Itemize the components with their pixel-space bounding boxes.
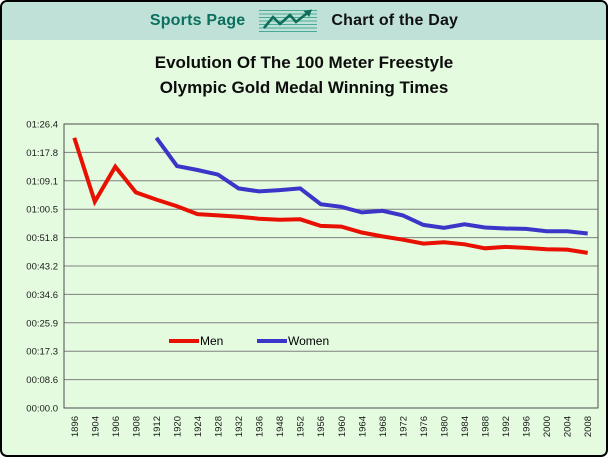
sports-page-label: Sports Page (149, 12, 246, 29)
x-tick-label: 2004 (563, 416, 574, 437)
x-tick-label: 1996 (522, 416, 533, 437)
y-tick-label: 00:34.6 (26, 290, 58, 301)
y-tick-label: 00:43.2 (26, 262, 58, 273)
x-tick-label: 2008 (583, 416, 594, 437)
x-tick-label: 1928 (214, 416, 225, 437)
chart-title: Evolution Of The 100 Meter Freestyle Oly… (2, 50, 606, 100)
x-tick-label: 1932 (234, 416, 245, 437)
x-tick-label: 1908 (131, 416, 142, 437)
chart-title-line-1: Evolution Of The 100 Meter Freestyle (154, 53, 454, 72)
y-tick-label: 01:00.5 (26, 205, 58, 216)
header-bar: Sports Page Chart of the Day (2, 2, 606, 40)
y-tick-label: 00:08.6 (26, 375, 58, 386)
freestyle-times-line-chart: 01:26.4 01:17.8 01:09.1 01:00.5 00:51.8 00:43… (26, 120, 599, 437)
chart-title-line-2: Olympic Gold Medal Winning Times (159, 78, 449, 97)
x-tick-label: 1984 (460, 416, 471, 437)
x-tick-label: 1936 (255, 416, 266, 437)
y-tick-label: 01:17.8 (26, 148, 58, 159)
x-tick-label: 1906 (111, 416, 122, 437)
x-tick-label: 1980 (439, 416, 450, 437)
x-tick-label: 2000 (542, 416, 553, 437)
women-series-line (154, 136, 588, 236)
x-tick-label: 1948 (275, 416, 286, 437)
x-tick-label: 1988 (481, 416, 492, 437)
plot-border (63, 123, 599, 409)
men-series-line (72, 137, 589, 255)
x-tick-label: 1992 (501, 416, 512, 437)
x-tick-label: 1976 (419, 416, 430, 437)
x-tick-label: 1912 (152, 416, 163, 437)
x-tick-label: 1896 (70, 416, 81, 437)
x-tick-label: 1960 (337, 416, 348, 437)
y-tick-label: 01:26.4 (26, 120, 58, 131)
x-tick-label: 1964 (357, 416, 368, 437)
y-tick-label: 00:25.9 (26, 318, 58, 329)
y-tick-label: 00:00.0 (26, 404, 58, 415)
x-tick-label: 1952 (296, 416, 307, 437)
legend-label-women: Women (288, 334, 329, 348)
x-tick-label: 1924 (193, 416, 204, 437)
x-tick-label: 1920 (172, 416, 183, 437)
y-tick-label: 01:09.1 (26, 176, 58, 187)
y-tick-label: 00:51.8 (26, 233, 58, 244)
x-tick-label: 1956 (316, 416, 327, 437)
legend-label-men: Men (200, 334, 223, 348)
x-tick-label: 1904 (90, 416, 101, 437)
x-tick-label: 1968 (378, 416, 389, 437)
x-tick-label: 1972 (398, 416, 409, 437)
y-tick-label: 00:17.3 (26, 347, 58, 358)
chart-of-the-day-label: Chart of the Day (331, 12, 459, 29)
line-chart-arrow-icon (259, 9, 318, 33)
